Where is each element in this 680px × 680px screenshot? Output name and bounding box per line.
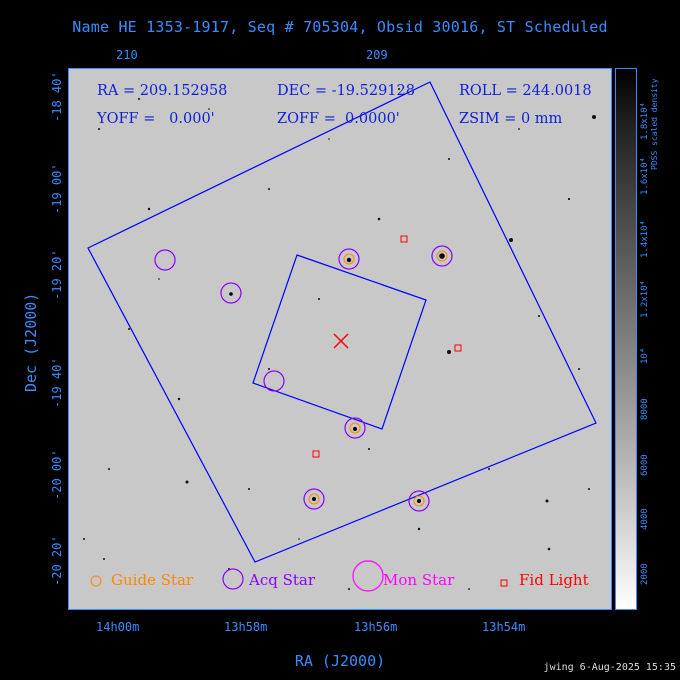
fid-lights [312,235,462,458]
legend-mon-icon [352,560,384,592]
zsim-value: ZSIM = 0 mm [459,111,563,127]
colorbar-tick: 1.8x10⁴ [640,102,650,140]
dec-value: DEC = -19.529128 [277,83,415,99]
star-field-overlay [83,81,597,592]
top-tick-label: 210 [116,48,138,62]
colorbar-title: PDSS scaled density [650,78,659,170]
legend-fid-label: Fid Light [519,571,589,589]
x-tick-label: 13h56m [354,620,398,634]
y-tick-label: -18 40' [50,71,64,122]
legend-fid-icon [500,579,508,587]
y-axis-label: Dec (J2000) [22,292,40,392]
y-tick-label: -19 00' [50,163,64,214]
guide-stars [308,250,448,507]
legend-acq-label: Acq Star [249,571,316,589]
top-tick-label: 209 [366,48,388,62]
yoff-value: YOFF = 0.000' [97,111,215,127]
colorbar-tick: 1.4x10⁴ [640,220,650,258]
background-stars [83,88,596,590]
legend-mon-label: Mon Star [383,571,455,589]
x-tick-label: 13h58m [224,620,268,634]
colorbar [615,68,637,610]
y-tick-label: -20 20' [50,535,64,586]
colorbar-tick: 4000 [640,508,650,530]
y-tick-label: -19 40' [50,357,64,408]
fov-inner-square [252,254,427,430]
legend-guide-label: Guide Star [111,571,194,589]
y-tick-label: -20 00' [50,449,64,500]
legend-guide-icon [90,575,102,587]
colorbar-tick: 1.6x10⁴ [640,157,650,195]
legend-acq-icon [222,568,244,590]
x-tick-label: 14h00m [96,620,140,634]
colorbar-tick: 2000 [640,563,650,585]
sky-image-plot: RA = 209.152958 DEC = -19.529128 ROLL = … [68,68,612,610]
zoff-value: ZOFF = 0.0000' [277,111,400,127]
y-tick-label: -19 20' [50,249,64,300]
acq-stars [154,245,453,512]
roll-value: ROLL = 244.0018 [459,83,592,99]
plot-title: Name HE 1353-1917, Seq # 705304, Obsid 3… [72,18,608,36]
fov-outer-square [87,81,597,563]
target-cross-marker [333,333,349,349]
colorbar-tick: 6000 [640,454,650,476]
colorbar-tick: 10⁴ [640,347,650,364]
colorbar-tick: 1.2x10⁴ [640,280,650,318]
x-tick-label: 13h54m [482,620,526,634]
colorbar-tick: 8000 [640,398,650,420]
ra-value: RA = 209.152958 [97,83,228,99]
footer-timestamp: jwing 6-Aug-2025 15:35 [543,662,676,673]
x-axis-label: RA (J2000) [294,652,386,670]
